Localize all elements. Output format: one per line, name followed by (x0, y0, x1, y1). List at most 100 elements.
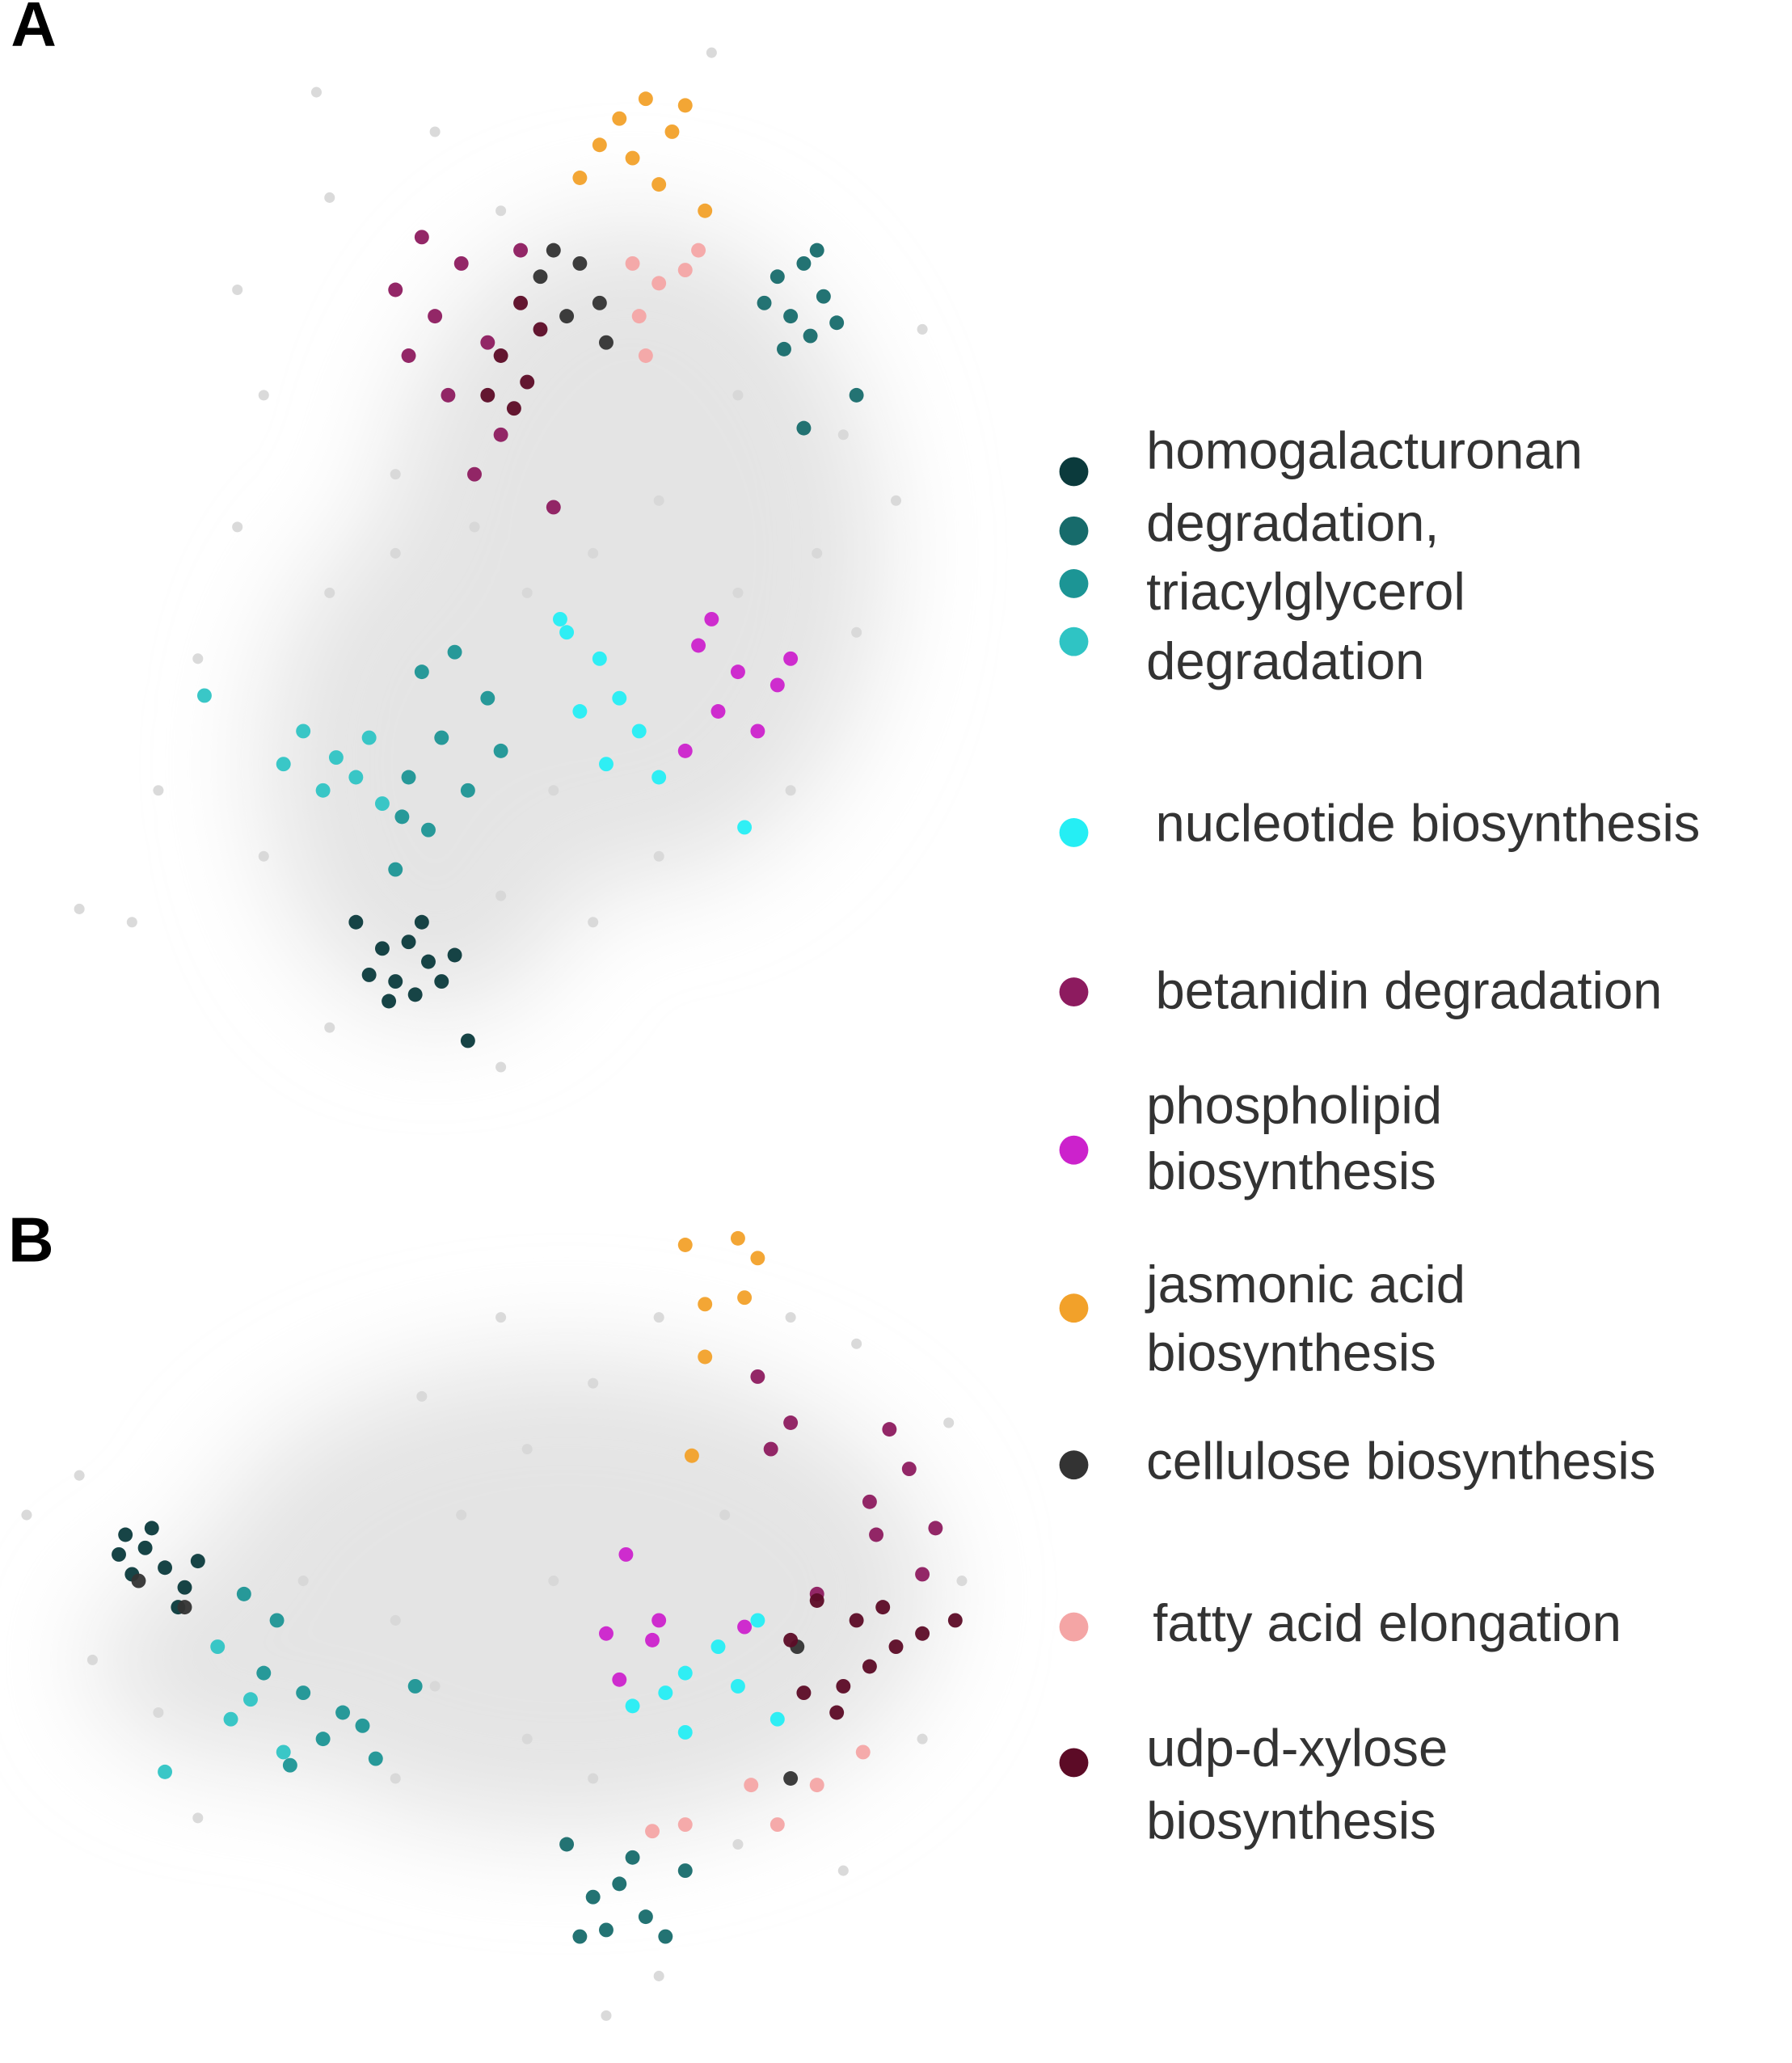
point (223, 1711, 238, 1727)
point (653, 495, 664, 506)
point (453, 255, 469, 271)
point (407, 987, 423, 1002)
point (730, 1230, 745, 1246)
point (706, 47, 717, 58)
point (796, 255, 812, 271)
point (276, 1744, 291, 1760)
point (677, 1725, 693, 1740)
point (677, 263, 693, 278)
point (796, 420, 812, 436)
point (572, 171, 588, 185)
point (612, 111, 627, 126)
point (548, 785, 559, 796)
legend-marker (1059, 818, 1089, 847)
point (956, 1576, 968, 1587)
point (785, 785, 796, 796)
point (770, 269, 785, 285)
point (618, 1547, 634, 1562)
point (625, 1698, 640, 1714)
point (631, 309, 647, 324)
point (677, 98, 693, 113)
point (382, 994, 397, 1009)
legend-label: biosynthesis (1146, 1323, 1436, 1382)
point (763, 1441, 778, 1457)
point (521, 1444, 533, 1455)
point (374, 941, 390, 956)
point (588, 917, 599, 928)
point (917, 1733, 928, 1744)
point (698, 1297, 713, 1312)
point (480, 387, 495, 403)
legend-label: jasmonic acid (1145, 1255, 1465, 1314)
point (796, 1685, 812, 1701)
point (698, 203, 713, 218)
point (719, 1509, 731, 1521)
legend-marker (1059, 516, 1089, 546)
point (750, 724, 765, 739)
point (243, 1692, 258, 1707)
point (513, 243, 529, 258)
point (355, 1718, 370, 1733)
point (368, 1751, 383, 1766)
point (915, 1626, 930, 1641)
point (348, 914, 364, 930)
point (521, 1733, 533, 1744)
point (599, 335, 613, 350)
cloud (264, 513, 606, 1015)
point (744, 1778, 759, 1793)
point (783, 309, 799, 324)
point (429, 126, 441, 137)
panel-label: A (11, 0, 56, 60)
point (210, 1639, 226, 1654)
legend-label: fatty acid elongation (1153, 1593, 1621, 1652)
point (849, 1613, 864, 1628)
point (469, 521, 480, 533)
point (829, 1705, 845, 1720)
legend-label: betanidin degradation (1156, 961, 1663, 1020)
point (493, 427, 508, 442)
point (521, 587, 533, 598)
point (414, 230, 429, 245)
point (588, 1377, 599, 1389)
point (677, 743, 693, 758)
point (612, 1672, 627, 1687)
point (559, 1837, 575, 1852)
point (282, 1757, 297, 1773)
legend-marker (1059, 569, 1089, 598)
point (750, 1369, 765, 1384)
point (421, 822, 436, 837)
legend-label: nucleotide biosynthesis (1156, 794, 1701, 853)
point (434, 974, 449, 989)
point (592, 295, 607, 310)
point (684, 1448, 699, 1463)
point (513, 295, 529, 310)
legend-marker (1059, 1293, 1089, 1323)
point (428, 309, 443, 324)
legend-label: degradation (1146, 631, 1424, 690)
point (137, 1540, 153, 1555)
point (816, 289, 831, 304)
point (416, 1390, 428, 1402)
point (592, 137, 607, 153)
legend-marker (1059, 977, 1089, 1007)
point (447, 947, 462, 963)
point (601, 2010, 612, 2021)
legend-label: cellulose biosynthesis (1146, 1431, 1655, 1490)
point (480, 335, 495, 350)
point (153, 785, 164, 796)
point (851, 626, 862, 638)
point (388, 282, 403, 297)
point (328, 750, 344, 765)
point (677, 1665, 693, 1681)
point (915, 1567, 930, 1582)
point (390, 547, 401, 559)
point (144, 1521, 159, 1536)
point (401, 770, 416, 785)
point (851, 1338, 862, 1349)
point (559, 309, 575, 324)
point (276, 757, 291, 772)
point (456, 1509, 467, 1521)
point (677, 1817, 693, 1832)
point (704, 611, 719, 626)
point (658, 1929, 673, 1944)
